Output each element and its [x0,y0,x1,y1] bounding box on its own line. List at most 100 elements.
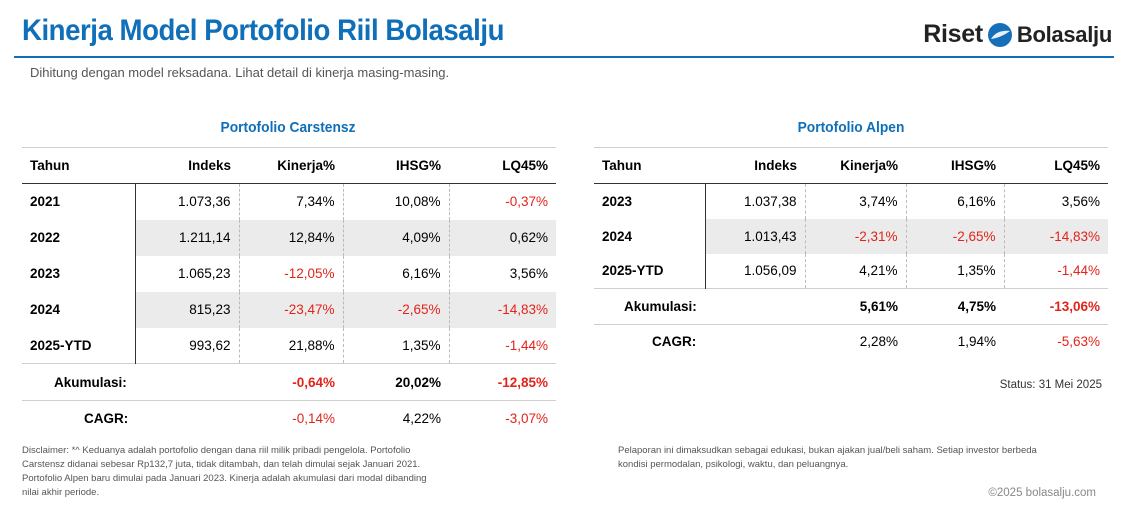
cell-indeks: 1.211,14 [134,219,239,256]
cell-lq45: 3,56% [448,255,556,292]
cell-year: 2024 [22,291,135,328]
table-row: 2025-YTD 993,62 21,88% 1,35% -1,44% [22,327,556,364]
status-date: Status: 31 Mei 2025 [999,379,1102,391]
cell-kinerja: 3,74% [804,183,906,219]
cagr-lq45: -3,07% [449,400,556,437]
table-row: 2025-YTD 1.056,09 4,21% 1,35% -1,44% [594,253,1108,289]
disclaimer-left: Disclaimer: *^ Keduanya adalah portofoli… [22,444,482,500]
col-header-kinerja: Kinerja% [805,147,906,184]
cell-ihsg: 1,35% [905,253,1004,289]
col-header-kinerja: Kinerja% [239,147,343,184]
akumulasi-label: Akumulasi: [22,363,239,401]
cell-lq45: 0,62% [448,219,556,256]
cell-lq45: -14,83% [1003,218,1108,254]
cagr-kinerja: 2,28% [805,324,906,359]
table-row: 2024 1.013,43 -2,31% -2,65% -14,83% [594,218,1108,254]
table-header-row: Tahun Indeks Kinerja% IHSG% LQ45% [22,147,556,184]
page-title: Kinerja Model Portofolio Riil Bolasalju [22,14,504,47]
cell-ihsg: 1,35% [342,327,449,364]
cell-kinerja: -23,47% [238,291,343,328]
cagr-label: CAGR: [22,400,239,437]
cell-lq45: -0,37% [448,183,556,220]
snowball-logo-icon [987,22,1012,47]
cagr-row: CAGR: -0,14% 4,22% -3,07% [22,400,556,437]
cell-lq45: -1,44% [1003,253,1108,289]
col-header-tahun: Tahun [594,147,705,184]
cell-ihsg: 6,16% [342,255,449,292]
disclaimer-line: Carstensz didanai sebesar Rp132,7 juta, … [22,459,421,470]
col-header-tahun: Tahun [22,147,135,184]
alpen-table-title: Portofolio Alpen [797,119,905,136]
col-header-indeks: Indeks [705,147,805,184]
cell-kinerja: 21,88% [238,327,343,364]
header-divider [14,56,1114,58]
akumulasi-kinerja: -0,64% [239,363,343,401]
cagr-ihsg: 4,22% [343,400,449,437]
cell-indeks: 1.065,23 [134,255,239,292]
carstensz-table: Tahun Indeks Kinerja% IHSG% LQ45% 2021 1.… [22,147,556,437]
cell-kinerja: -2,31% [804,218,906,254]
cell-indeks: 1.073,36 [134,183,239,220]
logo-word-riset: Riset [923,20,983,48]
cell-kinerja: 7,34% [238,183,343,220]
disclaimer-line: Portofolio Alpen baru dimulai pada Janua… [22,473,427,484]
cell-indeks: 815,23 [134,291,239,328]
col-header-lq45: LQ45% [449,147,556,184]
disclaimer-line: kondisi permodalan, psikologi, waktu, da… [618,459,849,470]
col-header-lq45: LQ45% [1004,147,1108,184]
akumulasi-lq45: -13,06% [1004,288,1108,325]
col-header-ihsg: IHSG% [343,147,449,184]
cell-lq45: -14,83% [448,291,556,328]
cagr-row: CAGR: 2,28% 1,94% -5,63% [594,324,1108,359]
cell-year: 2025-YTD [30,337,92,353]
logo: Riset Bolasalju [923,20,1112,49]
disclaimer-line: nilai akhir periode. [22,487,100,498]
akumulasi-row: Akumulasi: -0,64% 20,02% -12,85% [22,363,556,401]
cell-year: 2023 [602,193,633,209]
cagr-label: CAGR: [594,324,805,359]
disclaimer-line: Pelaporan ini dimaksudkan sebagai edukas… [618,445,1037,456]
copyright: ©2025 bolasalju.com [988,487,1096,499]
carstensz-table-title: Portofolio Carstensz [220,119,356,136]
table-row: 2022 1.211,14 12,84% 4,09% 0,62% [22,219,556,256]
col-header-ihsg: IHSG% [906,147,1004,184]
disclaimer-right: Pelaporan ini dimaksudkan sebagai edukas… [618,444,1098,472]
cell-year: 2022 [22,219,135,256]
cell-lq45: -1,44% [448,327,556,364]
cell-kinerja: 4,21% [804,253,906,289]
akumulasi-kinerja: 5,61% [805,288,906,325]
table-row: 2023 1.065,23 -12,05% 6,16% 3,56% [22,255,556,292]
cell-kinerja: 12,84% [238,219,343,256]
table-row: 2023 1.037,38 3,74% 6,16% 3,56% [594,183,1108,219]
cell-ihsg: 4,09% [342,219,449,256]
logo-word-bolasalju: Bolasalju [1016,21,1112,47]
table-row: 2021 1.073,36 7,34% 10,08% -0,37% [22,183,556,220]
cell-ihsg: 6,16% [905,183,1004,219]
table-row: 2024 815,23 -23,47% -2,65% -14,83% [22,291,556,328]
cell-ihsg: -2,65% [905,218,1004,254]
cagr-ihsg: 1,94% [906,324,1004,359]
cell-indeks: 1.037,38 [704,183,805,219]
cell-indeks: 1.056,09 [704,253,805,289]
cagr-lq45: -5,63% [1004,324,1108,359]
cell-kinerja: -12,05% [238,255,343,292]
page-subtitle: Dihitung dengan model reksadana. Lihat d… [30,65,450,80]
table-header-row: Tahun Indeks Kinerja% IHSG% LQ45% [594,147,1108,184]
akumulasi-lq45: -12,85% [449,363,556,401]
cell-year: 2023 [30,266,61,281]
col-header-indeks: Indeks [135,147,239,184]
cell-year: 2024 [594,218,705,254]
cell-indeks: 1.013,43 [704,218,805,254]
cell-ihsg: 10,08% [342,183,449,220]
alpen-table: Tahun Indeks Kinerja% IHSG% LQ45% 2023 1.… [594,147,1108,359]
disclaimer-line: Disclaimer: *^ Keduanya adalah portofoli… [22,445,411,456]
akumulasi-label: Akumulasi: [594,288,805,325]
akumulasi-row: Akumulasi: 5,61% 4,75% -13,06% [594,288,1108,325]
cell-indeks: 993,62 [134,327,239,364]
cell-lq45: 3,56% [1003,183,1108,219]
cell-year: 2021 [30,194,61,210]
akumulasi-ihsg: 20,02% [343,363,449,401]
akumulasi-ihsg: 4,75% [906,288,1004,325]
cell-ihsg: -2,65% [342,291,449,328]
cagr-kinerja: -0,14% [239,400,343,437]
